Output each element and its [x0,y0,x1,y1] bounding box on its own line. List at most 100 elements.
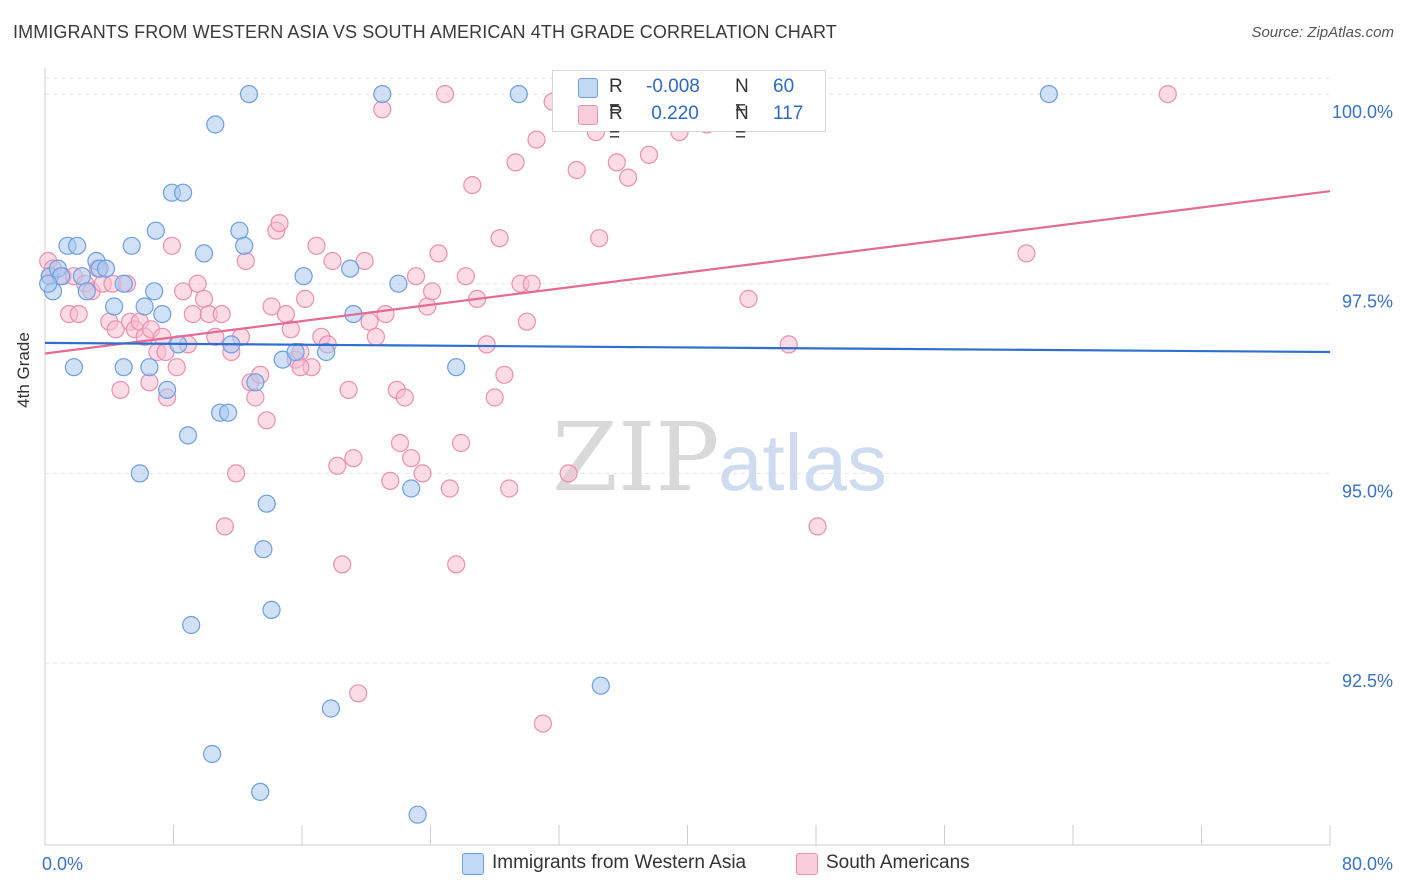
blue-point-47 [341,259,360,278]
blue-point-15 [122,236,141,255]
legend-r-value: -0.008 [646,76,700,97]
blue-point-14 [114,358,133,377]
blue-point-45 [317,342,336,362]
blue-point-27 [182,615,201,635]
y-tick-labels: 92.5% 95.0% 97.5% 100.0% [1332,102,1393,691]
blue-point-58 [1039,84,1059,104]
blue-point-30 [206,115,225,134]
pink-point-91 [522,274,541,293]
pink-point-106 [739,289,758,308]
blue-point-36 [239,84,259,104]
pink-point-78 [447,555,466,574]
pink-point-108 [808,517,827,536]
pink-point-52 [307,236,326,255]
pink-point-25 [167,358,186,377]
blue-point-35 [235,236,254,255]
blue-point-38 [251,782,270,802]
pink-point-19 [140,373,159,392]
legend-n-label: N = [735,103,749,146]
blue-point-43 [286,342,305,362]
pink-point-74 [423,282,442,301]
pink-point-100 [618,168,638,187]
chart-title: IMMIGRANTS FROM WESTERN ASIA VS SOUTH AM… [13,22,837,42]
blue-point-29 [203,744,222,764]
legend-n-value: 60 [773,76,795,97]
pink-point-40 [246,388,265,407]
blue-point-28 [194,244,214,263]
blue-point-52 [408,805,427,824]
blue-point-55 [591,676,610,695]
trend-line-western-asia [44,341,1331,354]
pink-point-75 [429,244,448,263]
pink-point-81 [463,176,482,195]
pink-point-77 [440,479,459,498]
pink-point-12 [106,320,125,339]
blue-point-39 [254,540,273,559]
blue-point-25 [174,183,193,202]
pink-point-24 [162,236,181,255]
pink-point-69 [395,388,414,407]
legend-n-label: N = [735,76,749,119]
blue-point-50 [389,274,408,293]
blue-point-49 [373,84,392,104]
pink-point-33 [212,305,231,324]
pink-point-26 [174,282,193,301]
pink-point-63 [366,327,385,346]
y-tick-label-0: 92.5% [1342,671,1393,691]
pink-swatch [578,105,598,125]
pink-point-28 [183,305,202,324]
correlation-legend: R = -0.008 N = 60 R = 0.220 N = 117 [552,70,826,146]
series-immigrants-western-asia [39,84,1059,824]
blue-point-59 [39,274,58,293]
blue-point-20 [146,221,165,240]
pink-point-95 [559,464,578,483]
pink-point-72 [413,464,432,483]
x-tick-labels: 0.0% 80.0% [42,854,1393,874]
pink-point-43 [262,297,281,316]
pink-point-30 [194,289,214,308]
pink-point-71 [406,267,426,286]
pink-point-99 [607,153,626,172]
blue-point-54 [509,84,528,104]
pink-point-79 [451,433,471,453]
legend-n-value: 117 [773,103,804,124]
axes [44,68,1331,846]
blue-point-34 [230,221,249,240]
pink-point-86 [495,365,514,384]
legend-r-value: 0.220 [646,103,699,124]
pink-point-59 [344,449,363,468]
blue-point-46 [321,699,340,718]
pink-point-110 [1158,84,1177,104]
blue-point-51 [402,479,421,498]
blue-point-40 [257,494,276,513]
pink-point-56 [328,456,347,475]
blue-point-12 [104,297,124,316]
blue-point-13 [114,274,133,293]
trend-lines [44,190,1331,355]
pink-point-45 [270,214,289,233]
y-axis-label: 4th Grade [14,332,33,408]
legend-r-label: R = [609,103,623,146]
pink-point-38 [236,251,255,271]
pink-point-62 [360,312,379,331]
pink-point-109 [1017,244,1036,263]
blue-point-21 [153,305,172,324]
y-tick-label-2: 97.5% [1342,292,1393,312]
legend-label: South Americans [826,852,970,873]
pink-point-107 [779,335,798,354]
pink-point-13 [111,380,130,399]
blue-point-53 [447,358,466,377]
pink-point-65 [376,305,395,324]
blue-point-7 [72,267,92,286]
blue-point-5 [64,358,84,377]
pink-point-55 [323,251,342,271]
pink-point-58 [339,380,358,399]
grid-lines [45,77,1330,664]
pink-point-85 [490,229,509,248]
pink-point-111 [590,229,609,248]
pink-point-70 [402,449,421,468]
pink-point-68 [390,433,410,453]
source-label: Source: ZipAtlas.com [1251,24,1394,41]
